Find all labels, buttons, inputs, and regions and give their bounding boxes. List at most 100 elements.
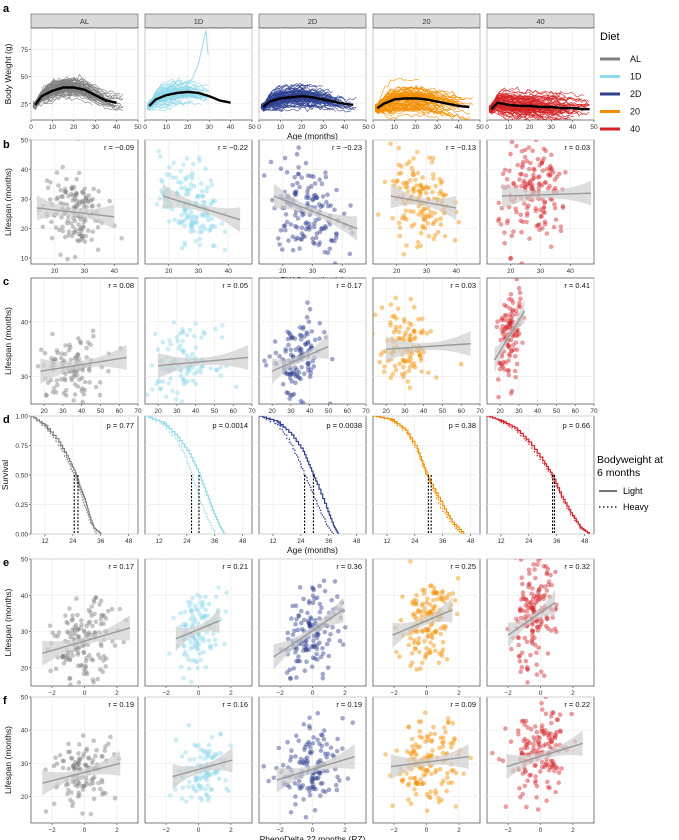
scatter-point: [76, 762, 81, 767]
scatter-point: [534, 595, 539, 600]
scatter-point: [526, 203, 531, 209]
scatter-point: [70, 193, 76, 198]
x-tick-label: 60: [344, 408, 352, 415]
x-tick-label: 20: [70, 124, 78, 131]
scatter-point: [534, 619, 540, 624]
scatter-point: [81, 751, 87, 756]
scatter-point: [302, 744, 308, 750]
scatter-point: [549, 628, 554, 633]
scatter-point: [433, 183, 439, 189]
scatter-point: [288, 758, 293, 763]
scatter-point: [268, 159, 274, 165]
survival-curve-light: [145, 416, 225, 534]
scatter-point: [397, 324, 403, 330]
x-tick-label: 60: [572, 408, 580, 415]
scatter-point: [417, 353, 423, 358]
scatter-point: [417, 353, 423, 358]
scatter-point: [305, 786, 310, 791]
facet-marks: [383, 710, 474, 814]
scatter-point: [552, 761, 557, 767]
scatter-point: [311, 240, 316, 245]
scatter-point: [416, 641, 421, 646]
trajectory-line: [261, 98, 316, 110]
scatter-point: [398, 170, 404, 176]
scatter-point: [55, 634, 60, 639]
correlation-label: r = 0.03: [564, 143, 590, 152]
scatter-point: [558, 228, 564, 234]
scatter-point: [195, 592, 200, 598]
scatter-point: [318, 781, 324, 786]
scatter-point: [436, 660, 442, 666]
scatter-point: [109, 606, 115, 612]
scatter-point: [332, 238, 337, 244]
scatter-point: [518, 559, 524, 562]
scatter-point: [526, 567, 532, 573]
scatter-point: [417, 609, 423, 614]
scatter-point: [178, 221, 184, 226]
scatter-point: [324, 754, 329, 760]
scatter-point: [288, 347, 294, 353]
x-tick-label: 2: [229, 827, 233, 834]
scatter-point: [535, 156, 541, 162]
scatter-point: [277, 242, 282, 247]
scatter-point: [77, 199, 82, 205]
scatter-point: [301, 617, 307, 623]
scatter-point: [318, 748, 324, 753]
scatter-point: [218, 731, 223, 737]
facet-f-40: −2 0 2r = 0.22: [486, 696, 595, 834]
scatter-point: [414, 183, 419, 188]
scatter-point: [535, 593, 541, 598]
facet-marks: [374, 77, 473, 120]
scatter-point: [304, 314, 310, 320]
scatter-point: [526, 145, 532, 150]
scatter-point: [208, 646, 214, 651]
scatter-point: [312, 181, 318, 186]
scatter-point: [206, 601, 212, 607]
scatter-point: [305, 364, 311, 370]
scatter-point: [198, 224, 203, 230]
x-tick-label: 0: [311, 690, 315, 697]
scatter-point: [302, 341, 308, 347]
scatter-point: [408, 360, 413, 365]
scatter-point: [509, 140, 515, 145]
scatter-point: [302, 668, 308, 673]
scatter-point: [545, 626, 551, 631]
scatter-point: [399, 372, 405, 377]
scatter-point: [541, 743, 547, 748]
scatter-point: [428, 640, 433, 645]
scatter-point: [89, 237, 94, 243]
censor-mark: ×: [503, 420, 507, 427]
scatter-point: [535, 598, 540, 603]
scatter-point: [533, 778, 538, 784]
scatter-point: [530, 629, 535, 635]
x-tick-label: 0: [485, 124, 489, 131]
scatter-point: [193, 776, 199, 782]
scatter-point: [409, 650, 415, 656]
x-tick-label: 36: [211, 538, 219, 545]
scatter-point: [509, 348, 514, 354]
scatter-point: [313, 192, 318, 198]
scatter-point: [420, 587, 425, 593]
scatter-point: [431, 643, 437, 648]
scatter-point: [49, 355, 54, 361]
scatter-point: [307, 227, 312, 232]
scatter-point: [534, 672, 540, 677]
scatter-point: [293, 650, 298, 655]
scatter-point: [419, 735, 425, 740]
scatter-point: [498, 222, 504, 227]
scatter-point: [302, 334, 307, 339]
scatter-point: [433, 791, 439, 796]
scatter-point: [544, 760, 549, 766]
scatter-point: [560, 203, 566, 209]
scatter-point: [218, 373, 224, 379]
scatter-point: [188, 182, 194, 187]
scatter-point: [413, 646, 419, 651]
scatter-point: [337, 638, 343, 644]
scatter-point: [57, 227, 62, 233]
scatter-point: [414, 752, 419, 758]
censor-mark: ×: [501, 419, 505, 426]
scatter-point: [441, 739, 446, 745]
scatter-point: [187, 368, 192, 373]
scatter-point: [546, 735, 552, 741]
